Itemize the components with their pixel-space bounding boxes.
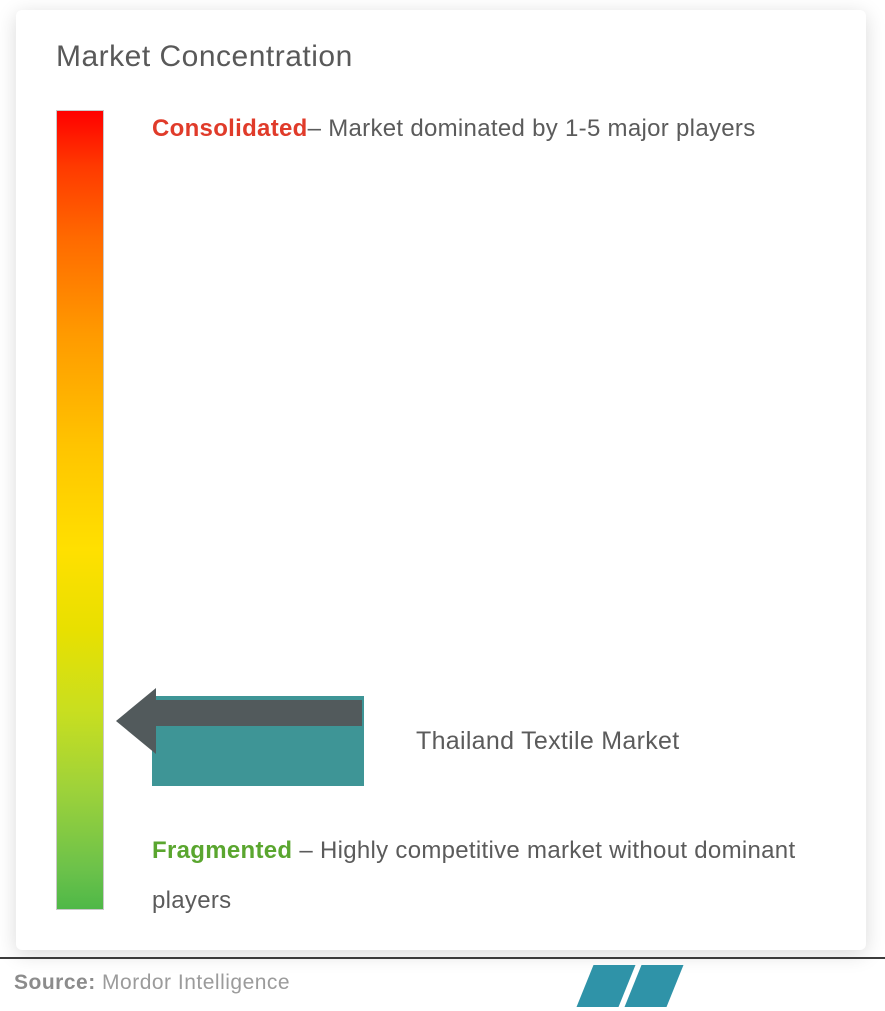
arrow-left-icon: [116, 688, 156, 754]
marker-arrow-box: [152, 696, 364, 786]
arrow-shaft: [152, 700, 362, 726]
consolidated-term: Consolidated: [152, 115, 308, 142]
infographic-card: Market Concentration Consolidated– Marke…: [16, 10, 866, 950]
content-area: Consolidated– Market dominated by 1-5 ma…: [56, 110, 832, 930]
footer-bar: Source: Mordor Intelligence: [0, 957, 885, 1011]
consolidated-text: – Market dominated by 1-5 major players: [308, 115, 756, 142]
source-label: Source:: [14, 971, 96, 994]
page-title: Market Concentration: [56, 40, 832, 74]
concentration-gradient-scale: [56, 110, 104, 910]
consolidated-description: Consolidated– Market dominated by 1-5 ma…: [152, 104, 812, 154]
mordor-logo-icon: [585, 965, 675, 1007]
logo-shape-2: [625, 965, 684, 1007]
fragmented-term: Fragmented: [152, 837, 292, 864]
market-marker: Thailand Textile Market: [152, 696, 680, 786]
source-value: Mordor Intelligence: [96, 971, 290, 994]
source-attribution: Source: Mordor Intelligence: [14, 971, 290, 995]
marker-label: Thailand Textile Market: [416, 727, 680, 756]
fragmented-description: Fragmented – Highly competitive market w…: [152, 826, 812, 927]
